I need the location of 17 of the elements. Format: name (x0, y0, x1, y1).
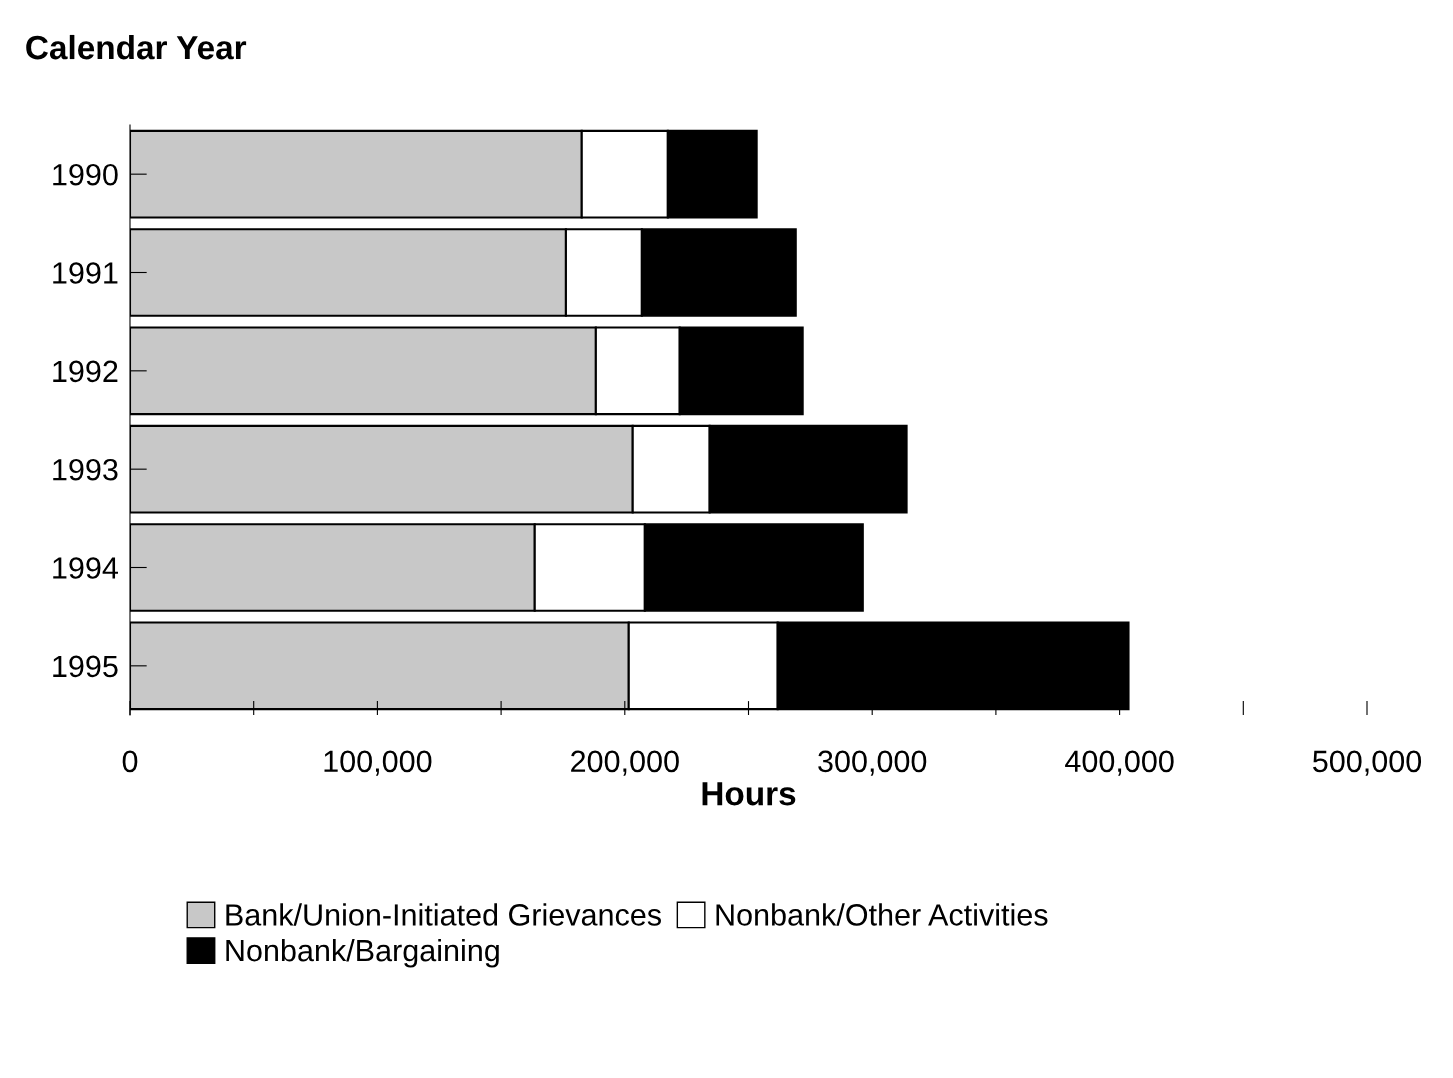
y-tick-label: 1994 (53, 557, 118, 579)
x-tick-label: 100,000 (324, 750, 432, 776)
y-tick-label: 1995 (53, 655, 118, 678)
legend-label: Bank/Union-Initiated Grievances (226, 903, 661, 926)
y-tick-label: 1992 (53, 360, 118, 383)
x-tick-label: 500,000 (1313, 750, 1422, 776)
x-tick-label: 0 (122, 750, 138, 773)
y-tick-label: 1993 (53, 458, 118, 481)
y-axis-title: Calendar Year (26, 34, 247, 60)
legend-label: Nonbank/Bargaining (226, 938, 499, 968)
x-tick-label: 300,000 (818, 750, 927, 776)
x-axis-title: Hours (702, 782, 796, 806)
y-tick-label: 1990 (53, 163, 118, 186)
legend-label: Nonbank/Other Activities (716, 903, 1048, 926)
y-tick-label: 1991 (53, 262, 118, 284)
x-tick-label: 200,000 (571, 750, 679, 776)
x-tick-label: 400,000 (1065, 750, 1174, 776)
